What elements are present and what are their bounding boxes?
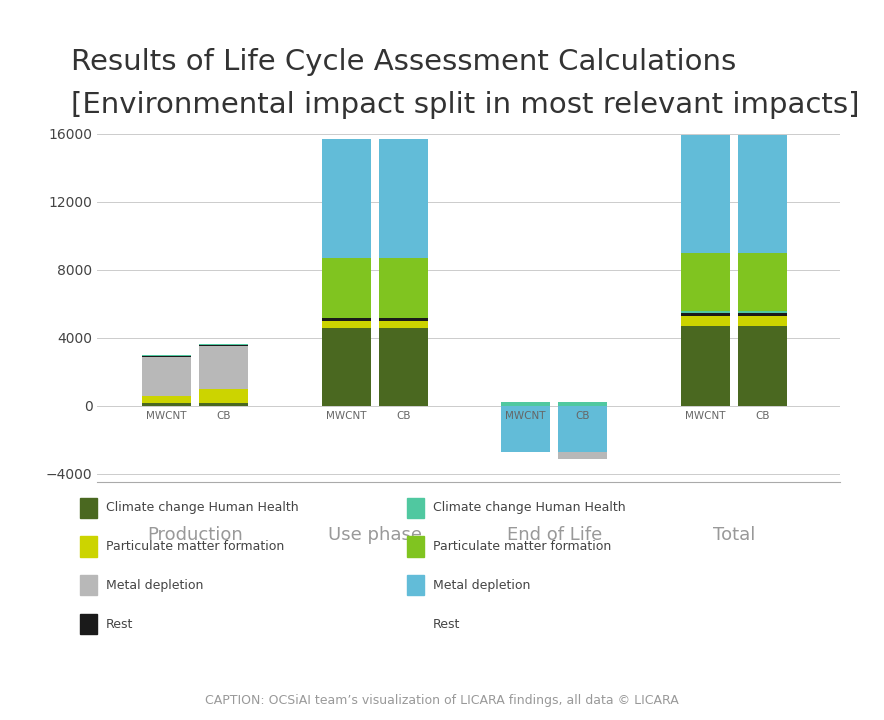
Text: Rest: Rest xyxy=(433,618,461,631)
Text: CB: CB xyxy=(755,410,770,420)
Bar xyxy=(322,321,370,328)
Text: MWCNT: MWCNT xyxy=(506,410,546,420)
Bar xyxy=(559,402,607,406)
Bar xyxy=(142,402,191,406)
Bar xyxy=(378,318,428,321)
Bar xyxy=(199,346,248,389)
Bar xyxy=(738,317,787,326)
Bar xyxy=(501,402,550,406)
Bar xyxy=(199,343,248,345)
Text: Particulate matter formation: Particulate matter formation xyxy=(433,540,612,553)
Text: Metal depletion: Metal depletion xyxy=(433,579,530,592)
Bar xyxy=(559,406,607,451)
Bar xyxy=(738,310,787,313)
Bar xyxy=(738,253,787,310)
Text: Particulate matter formation: Particulate matter formation xyxy=(106,540,285,553)
Bar xyxy=(738,135,787,253)
Bar xyxy=(681,326,729,406)
Bar xyxy=(199,389,248,402)
Text: MWCNT: MWCNT xyxy=(326,410,366,420)
Bar xyxy=(322,139,370,258)
Bar xyxy=(322,318,370,321)
Bar xyxy=(501,406,550,451)
Bar xyxy=(681,313,729,317)
Text: Results of Life Cycle Assessment Calculations: Results of Life Cycle Assessment Calcula… xyxy=(71,48,736,76)
Bar xyxy=(142,354,191,356)
Text: CAPTION: OCSiAI team’s visualization of LICARA findings, all data © LICARA: CAPTION: OCSiAI team’s visualization of … xyxy=(205,694,679,707)
Text: CB: CB xyxy=(217,410,231,420)
Text: MWCNT: MWCNT xyxy=(147,410,187,420)
Text: Climate change Human Health: Climate change Human Health xyxy=(106,501,299,514)
Bar xyxy=(681,310,729,313)
Bar xyxy=(378,321,428,328)
Bar xyxy=(199,402,248,406)
Bar xyxy=(199,345,248,346)
Bar xyxy=(738,326,787,406)
Bar xyxy=(322,328,370,406)
Bar xyxy=(322,258,370,318)
Bar xyxy=(142,357,191,397)
Bar xyxy=(142,397,191,402)
Bar xyxy=(142,356,191,357)
Bar xyxy=(681,135,729,253)
Bar xyxy=(378,328,428,406)
Text: [Environmental impact split in most relevant impacts]: [Environmental impact split in most rele… xyxy=(71,91,859,119)
Text: Rest: Rest xyxy=(106,618,133,631)
Bar xyxy=(378,258,428,318)
Bar xyxy=(681,317,729,326)
Text: CB: CB xyxy=(396,410,410,420)
Text: MWCNT: MWCNT xyxy=(685,410,726,420)
Bar xyxy=(559,451,607,459)
Bar xyxy=(681,253,729,310)
Text: Metal depletion: Metal depletion xyxy=(106,579,203,592)
Text: Climate change Human Health: Climate change Human Health xyxy=(433,501,626,514)
Bar xyxy=(378,139,428,258)
Text: CB: CB xyxy=(575,410,590,420)
Bar xyxy=(738,313,787,317)
